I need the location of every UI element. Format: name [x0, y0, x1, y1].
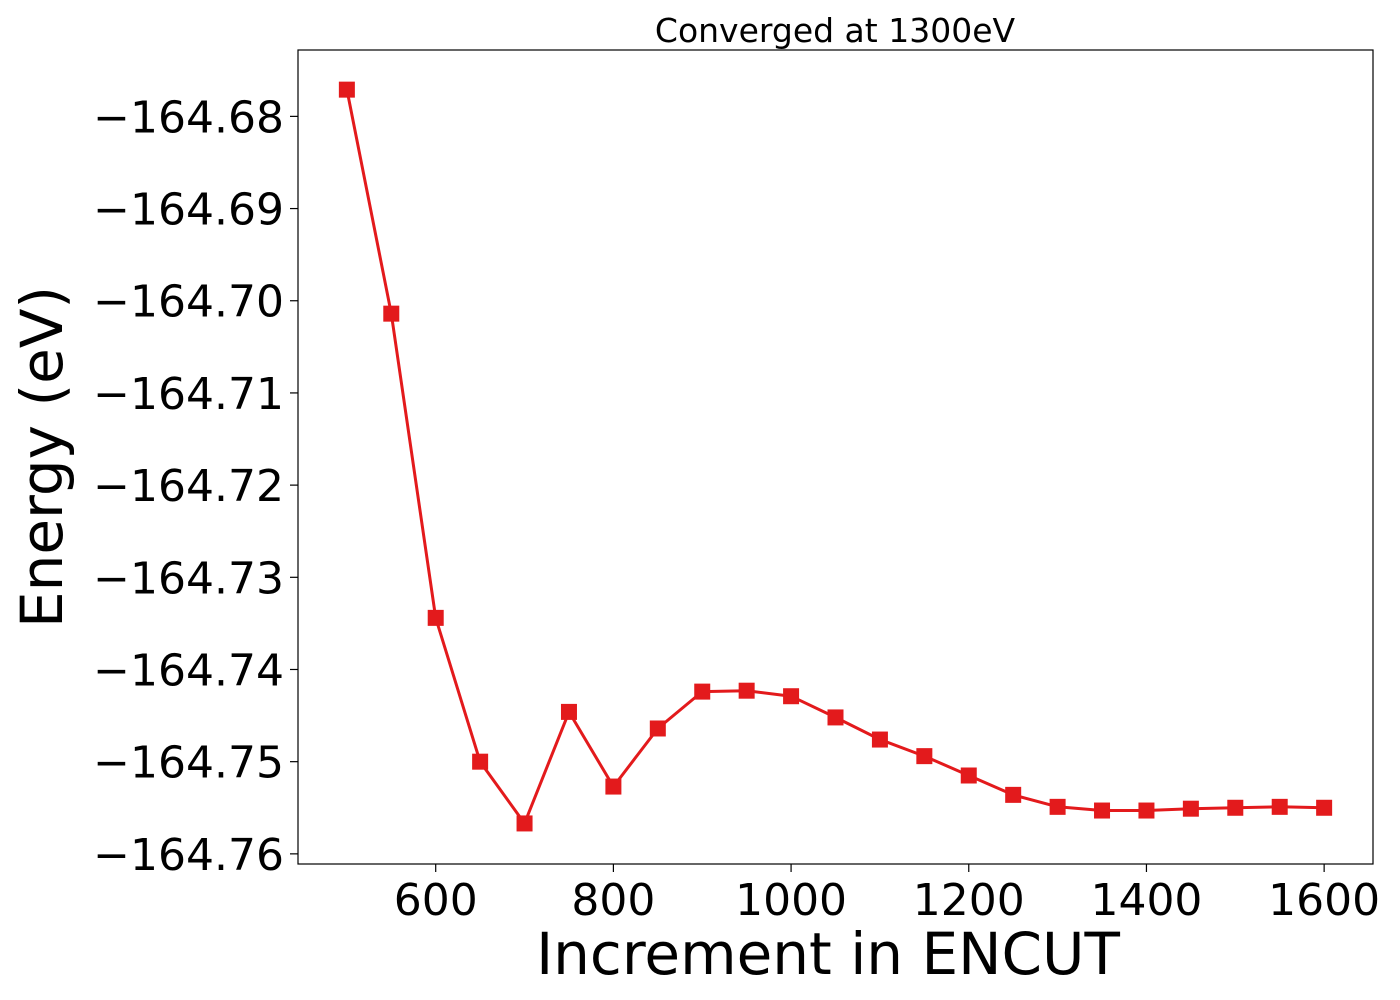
data-point-marker: [605, 778, 622, 795]
data-point-marker: [960, 767, 977, 784]
y-tick-label: −164.74: [93, 645, 284, 696]
x-tick-label: 600: [394, 875, 478, 926]
data-point-marker: [1094, 802, 1111, 819]
data-point-marker: [338, 81, 355, 98]
x-tick-label: 1400: [1090, 875, 1202, 926]
data-point-marker: [427, 609, 444, 626]
data-point-marker: [516, 815, 533, 832]
data-point-marker: [694, 683, 711, 700]
data-point-marker: [472, 753, 489, 770]
data-point-marker: [783, 688, 800, 705]
y-tick-label: −164.68: [93, 92, 284, 143]
data-point-marker: [1138, 802, 1155, 819]
data-point-marker: [916, 748, 933, 765]
data-point-marker: [1316, 799, 1333, 816]
data-point-marker: [1227, 799, 1244, 816]
x-axis: 600 800 1000 1200 1400 1600: [394, 864, 1380, 926]
y-tick-label: −164.72: [93, 461, 284, 512]
data-point-marker: [1271, 798, 1288, 815]
y-tick-label: −164.71: [93, 369, 284, 420]
x-tick-label: 1000: [735, 875, 847, 926]
data-point-marker: [871, 731, 888, 748]
x-axis-label: Increment in ENCUT: [536, 920, 1120, 988]
series-layer: [338, 81, 1333, 832]
x-tick-label: 800: [571, 875, 655, 926]
y-axis-label: Energy (eV): [8, 286, 76, 628]
data-point-marker: [1049, 798, 1066, 815]
x-tick-label: 1600: [1268, 875, 1380, 926]
data-point-marker: [1005, 786, 1022, 803]
data-point-marker: [827, 709, 844, 726]
data-point-marker: [1182, 800, 1199, 817]
plot-area: [297, 49, 1374, 865]
x-tick-label: 1200: [913, 875, 1025, 926]
y-axis: −164.76 −164.75 −164.74 −164.73 −164.72 −164.…: [93, 92, 298, 881]
data-point-marker: [383, 305, 400, 322]
y-tick-label: −164.73: [93, 553, 284, 604]
y-tick-label: −164.76: [93, 830, 284, 881]
data-point-marker: [738, 682, 755, 699]
chart-title: Converged at 1300eV: [655, 11, 1016, 50]
data-point-marker: [649, 720, 666, 737]
y-tick-label: −164.75: [93, 738, 284, 789]
y-tick-label: −164.69: [93, 185, 284, 236]
y-tick-label: −164.70: [93, 277, 284, 328]
data-point-marker: [560, 703, 577, 720]
